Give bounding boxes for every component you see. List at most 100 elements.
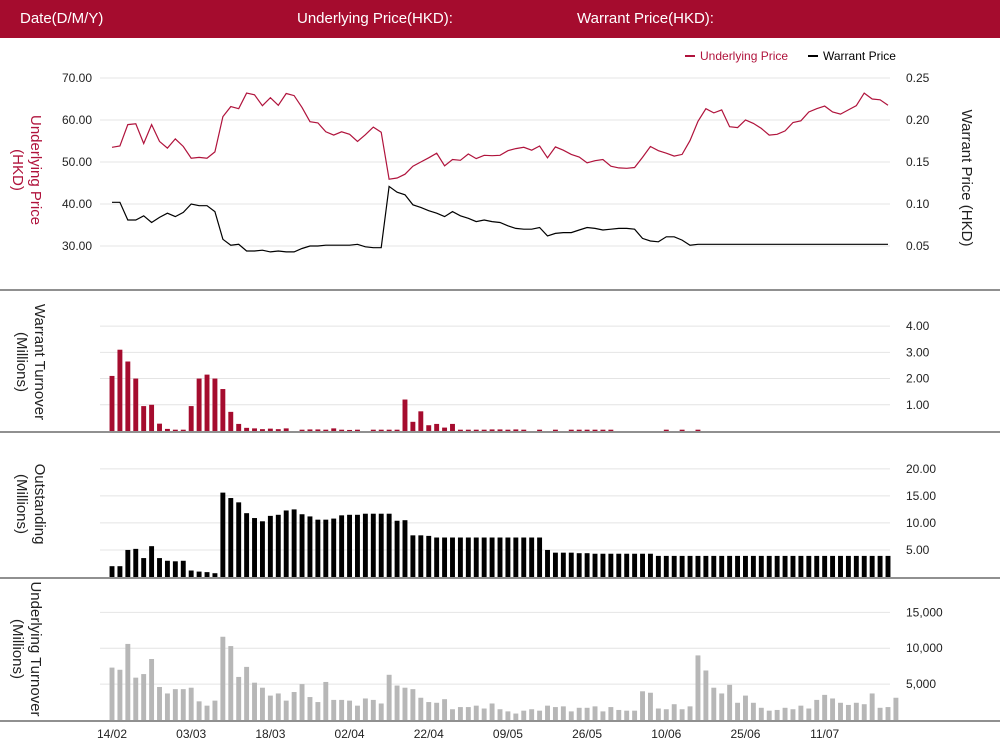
- warrant-turnover-bar: [347, 429, 353, 431]
- underlying-turnover-bar: [893, 697, 899, 720]
- underlying-turnover-bar: [576, 707, 582, 720]
- outstanding-tick-label: 10.00: [906, 516, 936, 530]
- legend-warrant: Warrant Price: [823, 49, 896, 63]
- warrant-price-label: Warrant Price(HKD):: [577, 10, 714, 27]
- x-tick-label: 11/07: [810, 727, 839, 741]
- underlying-turnover-bar: [782, 707, 788, 720]
- underlying-turnover-bar: [283, 700, 289, 720]
- right-tick-label: 0.10: [906, 197, 930, 211]
- outstanding-bar: [505, 537, 511, 577]
- x-tick-label: 14/02: [97, 727, 127, 741]
- outstanding-bar: [267, 515, 273, 577]
- left-tick-label: 70.00: [62, 71, 92, 85]
- warrant-turnover-bar: [434, 423, 440, 431]
- underlying-turnover-bar: [252, 682, 257, 720]
- warrant-turnover-bar: [679, 429, 685, 431]
- outstanding-bar: [806, 555, 812, 577]
- outstanding-bar: [450, 537, 455, 577]
- underlying-turnover-bar: [711, 687, 717, 720]
- outstanding-bar: [727, 555, 733, 577]
- underlying-turnover-bar: [743, 695, 748, 720]
- underlying-turnover-bar: [315, 702, 321, 720]
- outstanding-bar: [537, 537, 543, 577]
- outstanding-bar: [220, 492, 226, 577]
- underlying-turnover-bar: [766, 710, 772, 720]
- outstanding-bar: [149, 546, 155, 577]
- underlying-turnover-bar: [497, 709, 503, 720]
- header-bar: Date(D/M/Y) Underlying Price(HKD): Warra…: [0, 0, 1000, 38]
- warrant-price-line: [112, 185, 888, 253]
- warrant-turnover-bar: [521, 429, 527, 431]
- outstanding-bar: [735, 555, 741, 577]
- underlying-turnover-bar: [331, 699, 337, 720]
- warrant-turnover-bar: [252, 428, 257, 431]
- warrant-turnover-bar: [196, 378, 202, 431]
- outstanding-bar: [180, 560, 186, 577]
- outstanding-bar: [616, 553, 622, 577]
- underlying-turnover-bar: [481, 708, 487, 720]
- underlying-turnover-bar: [663, 709, 669, 720]
- outstanding-bar: [141, 558, 147, 577]
- warrant-turnover-bar: [307, 429, 313, 431]
- underlying-turnover-bar: [355, 705, 360, 720]
- gridlines: [100, 77, 890, 685]
- underlying-turnover-bar: [798, 705, 804, 720]
- underlying-turnover-bar: [164, 693, 170, 720]
- axis-label-line: (Millions): [13, 332, 30, 392]
- outstanding-bar: [172, 561, 178, 577]
- outstanding-bar: [252, 518, 257, 577]
- outstanding-bar: [426, 535, 432, 577]
- warrant-turnover-tick-label: 3.00: [906, 345, 930, 359]
- warrant-turnover-bar: [505, 429, 511, 431]
- warrant-turnover-bar: [473, 429, 479, 431]
- warrant-turnover-bar: [576, 429, 582, 431]
- underlying-turnover-bar: [370, 699, 376, 720]
- underlying-turnover-axis-title: Underlying Turnover(Millions): [9, 581, 44, 716]
- outstanding-bar: [861, 555, 867, 577]
- axis-label-line: (Millions): [9, 619, 26, 679]
- warrant-turnover-bar: [331, 428, 337, 431]
- outstanding-bar: [347, 514, 353, 577]
- right-tick-label: 0.05: [906, 239, 930, 253]
- underlying-price-line: [111, 92, 889, 180]
- axis-label-line: (Millions): [13, 474, 30, 534]
- underlying-turnover-bar: [727, 684, 733, 720]
- warrant-turnover-bar: [426, 425, 432, 431]
- outstanding-bar: [157, 558, 162, 577]
- warrant-turnover-bar: [584, 429, 590, 431]
- outstanding-bar: [600, 553, 606, 577]
- underlying-turnover-bar: [402, 687, 408, 720]
- right-tick-label: 0.15: [906, 155, 930, 169]
- outstanding-bar: [743, 555, 748, 577]
- outstanding-bar: [845, 555, 851, 577]
- outstanding-bar: [750, 555, 756, 577]
- underlying-turnover-bar: [418, 697, 424, 720]
- outstanding-bar: [323, 519, 329, 577]
- outstanding-bar: [133, 548, 139, 577]
- outstanding-bar: [283, 510, 289, 577]
- outstanding-bar: [331, 518, 337, 577]
- outstanding-bar: [687, 555, 693, 577]
- outstanding-bar: [830, 555, 836, 577]
- outstanding-bar: [164, 560, 170, 577]
- underlying-turnover-bar: [584, 707, 590, 720]
- underlying-turnover-bar: [624, 710, 630, 720]
- outstanding-bar: [362, 513, 368, 577]
- underlying-turnover-bar: [204, 705, 210, 720]
- warrant-turnover-bar: [283, 428, 289, 431]
- underlying-turnover-bar: [434, 702, 440, 720]
- outstanding-bar: [679, 555, 685, 577]
- warrant-turnover-bar: [220, 389, 226, 431]
- underlying-turnover-bar: [790, 709, 796, 720]
- underlying-turnover-bar: [647, 692, 653, 720]
- outstanding-bar: [275, 514, 281, 577]
- warrant-turnover-bar: [457, 429, 463, 431]
- underlying-turnover-bar: [735, 702, 741, 720]
- warrant-turnover-bar: [339, 429, 345, 431]
- underlying-turnover-bar: [180, 689, 186, 720]
- outstanding-bar: [370, 513, 376, 577]
- outstanding-bar: [117, 566, 123, 577]
- warrant-turnover-bar: [275, 429, 281, 431]
- axis-label-line: Warrant Turnover: [31, 304, 48, 420]
- warrant-turnover-bar: [355, 429, 360, 431]
